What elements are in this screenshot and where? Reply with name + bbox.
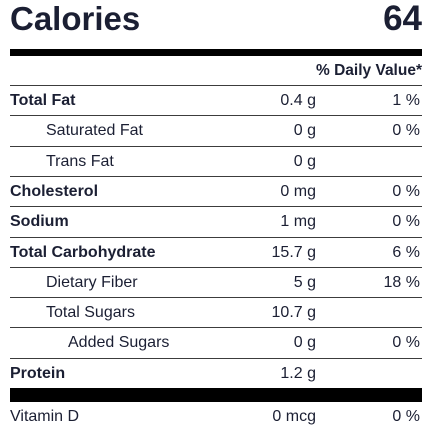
nutrient-name: Total Carbohydrate [10,243,156,261]
nutrient-amount: 0.4 g [280,92,316,109]
nutrient-daily-value: 18 % [383,273,420,291]
row-divider [10,297,422,299]
nutrient-daily-value: 6 % [392,243,420,261]
nutrient-row: Cholesterol 0 mg 0 % [10,177,422,207]
nutrient-row: Protein 1.2 g [10,359,422,389]
nutrient-row: Sodium 1 mg 0 % [10,207,422,237]
nutrient-amount: 10.7 g [271,304,316,322]
nutrient-amount: 1 mg [280,213,316,231]
nutrient-row: Total Sugars 10.7 g [10,298,422,328]
row-divider [10,357,422,359]
row-divider [10,266,422,268]
vitamin-daily-value: 0 % [392,408,420,425]
row-divider [10,145,422,147]
nutrient-amount: 0 mg [280,182,316,200]
nutrient-daily-value: 1 % [392,92,420,109]
calories-row: Calories 64 [10,0,422,44]
nutrient-name: Protein [10,364,66,382]
nutrient-row: Dietary Fiber 5 g 18 % [10,268,422,298]
nutrient-row: Added Sugars 0 g 0 % [10,328,422,358]
nutrient-row: Saturated Fat 0 g 0 % [10,116,422,146]
nutrient-amount: 5 g [293,273,316,291]
daily-value-header: % Daily Value* [316,62,422,79]
nutrition-facts-label: Calories 64 % Daily Value* Total Fat 0.4 … [10,0,422,430]
nutrient-amount: 0 g [293,122,316,140]
nutrient-amount: 1.2 g [280,364,316,382]
nutrient-name: Sodium [10,213,69,231]
vitamin-amount: 0 mcg [272,408,316,425]
nutrient-daily-value: 0 % [392,122,420,140]
calories-label: Calories [10,0,141,37]
row-divider [10,236,422,238]
nutrient-name: Trans Fat [46,152,114,170]
thick-divider-bottom [10,388,422,402]
nutrient-amount: 0 g [293,152,316,170]
nutrient-name: Saturated Fat [46,122,143,140]
nutrient-row: Total Carbohydrate 15.7 g 6 % [10,238,422,268]
nutrient-name: Cholesterol [10,182,99,200]
nutrient-daily-value: 0 % [392,213,420,231]
nutrient-daily-value: 0 % [392,334,420,352]
nutrient-name: Added Sugars [68,334,170,352]
vitamin-name: Vitamin D [10,408,80,425]
thick-divider-top [10,49,422,56]
nutrient-daily-value: 0 % [392,182,420,200]
vitamin-row: Vitamin D 0 mcg 0 % [10,405,422,429]
row-divider [10,327,422,329]
nutrient-amount: 0 g [293,334,316,352]
calories-value: 64 [383,0,422,38]
nutrient-row: Trans Fat 0 g [10,147,422,177]
nutrient-name: Total Fat [10,92,76,109]
nutrient-name: Total Sugars [46,304,135,322]
row-divider [10,175,422,177]
nutrient-amount: 15.7 g [271,243,316,261]
row-divider [10,85,422,86]
nutrient-name: Dietary Fiber [46,273,138,291]
nutrient-row: Total Fat 0.4 g 1 % [10,86,422,116]
row-divider [10,206,422,208]
row-divider [10,115,422,117]
